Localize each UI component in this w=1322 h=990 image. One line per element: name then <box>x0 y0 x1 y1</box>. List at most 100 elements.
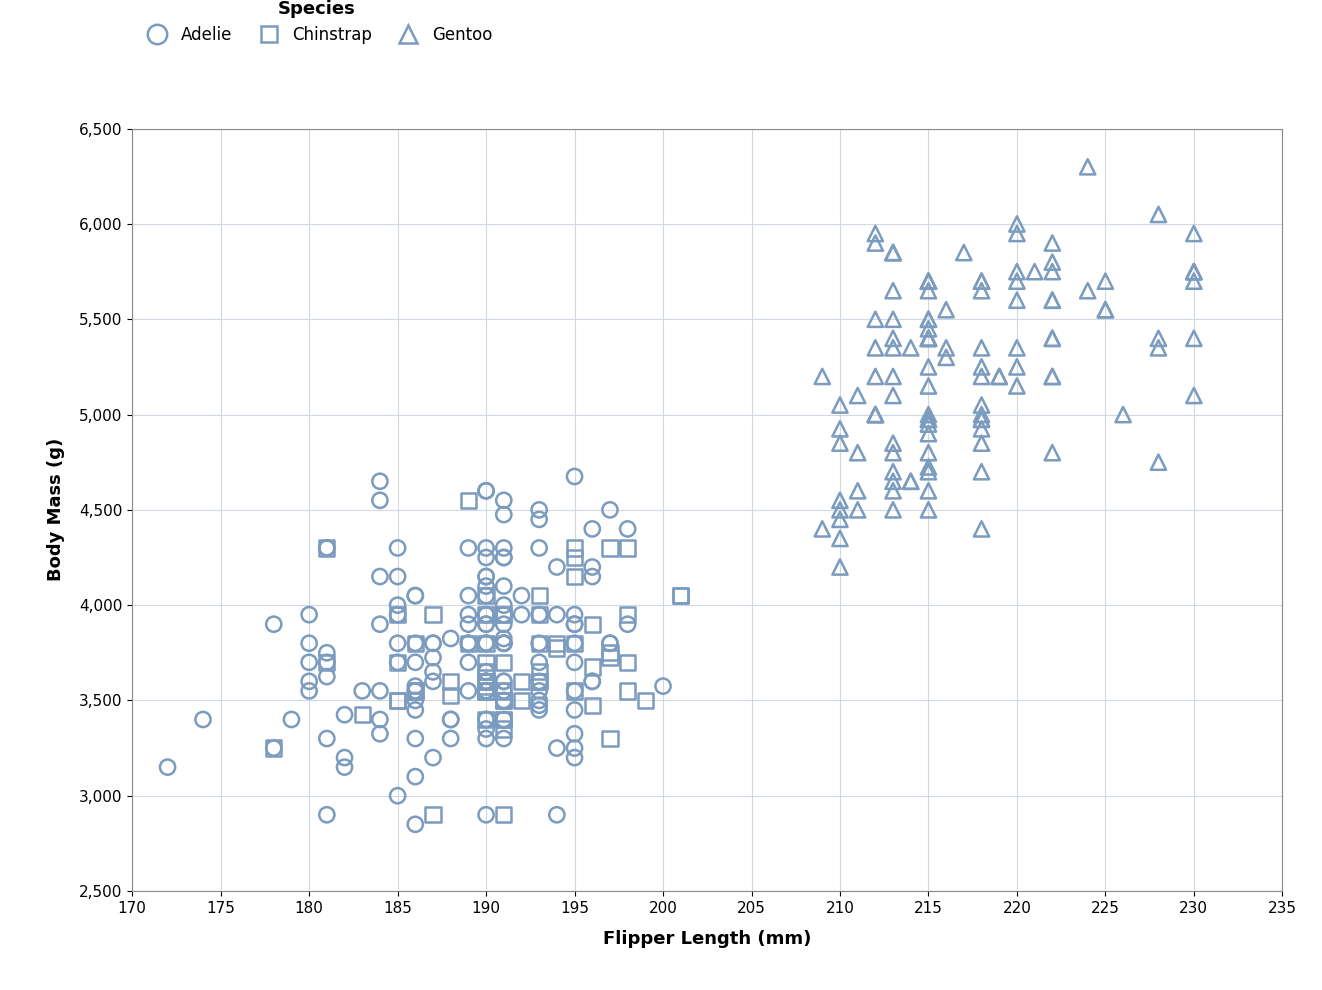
Gentoo <box>1183 226 1204 242</box>
Adelie <box>529 607 550 623</box>
Chinstrap <box>476 664 497 680</box>
Gentoo <box>812 521 833 537</box>
Adelie <box>617 616 639 633</box>
Chinstrap <box>599 649 620 665</box>
Gentoo <box>936 349 957 365</box>
Gentoo <box>883 483 904 499</box>
Adelie <box>405 817 426 833</box>
Adelie <box>564 636 586 651</box>
Adelie <box>529 697 550 713</box>
Adelie <box>369 473 390 489</box>
Chinstrap <box>457 492 479 508</box>
Adelie <box>582 559 603 575</box>
Chinstrap <box>423 607 444 623</box>
Chinstrap <box>440 688 461 704</box>
Chinstrap <box>582 659 603 675</box>
Adelie <box>493 549 514 565</box>
Gentoo <box>1006 216 1027 232</box>
Gentoo <box>917 331 939 346</box>
Adelie <box>299 607 320 623</box>
Gentoo <box>829 492 850 508</box>
Gentoo <box>829 397 850 413</box>
X-axis label: Flipper Length (mm): Flipper Length (mm) <box>603 930 812 947</box>
Gentoo <box>917 273 939 289</box>
Chinstrap <box>493 693 514 709</box>
Gentoo <box>970 273 992 289</box>
Chinstrap <box>529 673 550 689</box>
Adelie <box>476 549 497 565</box>
Adelie <box>476 636 497 651</box>
Adelie <box>387 654 408 670</box>
Chinstrap <box>476 673 497 689</box>
Chinstrap <box>493 807 514 823</box>
Chinstrap <box>493 693 514 709</box>
Gentoo <box>970 463 992 480</box>
Chinstrap <box>564 549 586 565</box>
Chinstrap <box>476 712 497 728</box>
Adelie <box>457 607 479 623</box>
Adelie <box>405 654 426 670</box>
Gentoo <box>883 502 904 518</box>
Adelie <box>493 597 514 613</box>
Legend: Adelie, Chinstrap, Gentoo: Adelie, Chinstrap, Gentoo <box>140 0 492 45</box>
Gentoo <box>1042 236 1063 251</box>
Gentoo <box>1006 340 1027 355</box>
Adelie <box>529 702 550 718</box>
Adelie <box>476 636 497 651</box>
Gentoo <box>1042 445 1063 460</box>
Gentoo <box>917 273 939 289</box>
Gentoo <box>917 331 939 346</box>
Adelie <box>457 616 479 633</box>
Gentoo <box>1113 407 1134 423</box>
Chinstrap <box>529 664 550 680</box>
Adelie <box>476 607 497 623</box>
Gentoo <box>970 273 992 289</box>
Gentoo <box>970 412 992 428</box>
Gentoo <box>970 407 992 423</box>
Chinstrap <box>529 636 550 651</box>
Adelie <box>387 541 408 556</box>
Adelie <box>493 541 514 556</box>
Gentoo <box>1006 292 1027 308</box>
Adelie <box>493 616 514 633</box>
Adelie <box>493 492 514 508</box>
Adelie <box>493 636 514 651</box>
Adelie <box>334 749 356 765</box>
Chinstrap <box>599 731 620 746</box>
Gentoo <box>883 463 904 480</box>
Adelie <box>493 631 514 646</box>
Gentoo <box>917 312 939 328</box>
Chinstrap <box>617 683 639 699</box>
Gentoo <box>1042 368 1063 384</box>
Gentoo <box>847 502 869 518</box>
Adelie <box>617 521 639 537</box>
Adelie <box>546 741 567 756</box>
Adelie <box>493 578 514 594</box>
Adelie <box>529 502 550 518</box>
Adelie <box>476 568 497 584</box>
Chinstrap <box>387 607 408 623</box>
Adelie <box>476 483 497 499</box>
Adelie <box>510 588 531 604</box>
Gentoo <box>865 236 886 251</box>
Gentoo <box>970 521 992 537</box>
Gentoo <box>1147 331 1169 346</box>
Adelie <box>457 588 479 604</box>
Adelie <box>476 616 497 633</box>
Adelie <box>476 673 497 689</box>
Adelie <box>369 726 390 742</box>
Gentoo <box>936 340 957 355</box>
Gentoo <box>829 512 850 528</box>
Adelie <box>564 683 586 699</box>
Adelie <box>316 731 337 746</box>
Adelie <box>529 673 550 689</box>
Adelie <box>493 636 514 651</box>
Adelie <box>387 636 408 651</box>
Adelie <box>440 712 461 728</box>
Adelie <box>316 668 337 684</box>
Gentoo <box>917 273 939 289</box>
Gentoo <box>847 483 869 499</box>
Gentoo <box>1077 159 1099 175</box>
Adelie <box>582 568 603 584</box>
Chinstrap <box>564 541 586 556</box>
